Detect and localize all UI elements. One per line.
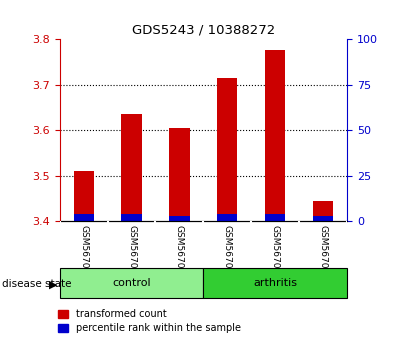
Bar xyxy=(203,268,347,298)
Text: ▶: ▶ xyxy=(48,279,57,289)
Bar xyxy=(122,215,141,221)
Text: GSM567074: GSM567074 xyxy=(79,225,88,280)
Bar xyxy=(217,215,238,221)
Bar xyxy=(169,128,189,221)
Text: disease state: disease state xyxy=(2,279,72,289)
Text: GSM567080: GSM567080 xyxy=(223,225,232,280)
Bar xyxy=(313,216,333,221)
Bar xyxy=(313,201,333,221)
Bar xyxy=(74,215,94,221)
Bar xyxy=(122,114,141,221)
Bar xyxy=(265,50,285,221)
Text: GSM567076: GSM567076 xyxy=(175,225,184,280)
Bar xyxy=(169,216,189,221)
Text: GSM567081: GSM567081 xyxy=(271,225,280,280)
Title: GDS5243 / 10388272: GDS5243 / 10388272 xyxy=(132,23,275,36)
Legend: transformed count, percentile rank within the sample: transformed count, percentile rank withi… xyxy=(58,309,241,333)
Bar xyxy=(74,171,94,221)
Text: GSM567075: GSM567075 xyxy=(127,225,136,280)
Bar xyxy=(265,214,285,221)
Bar xyxy=(60,268,203,298)
Bar xyxy=(217,78,238,221)
Text: control: control xyxy=(112,278,151,288)
Text: GSM567082: GSM567082 xyxy=(319,225,328,280)
Text: arthritis: arthritis xyxy=(253,278,298,288)
